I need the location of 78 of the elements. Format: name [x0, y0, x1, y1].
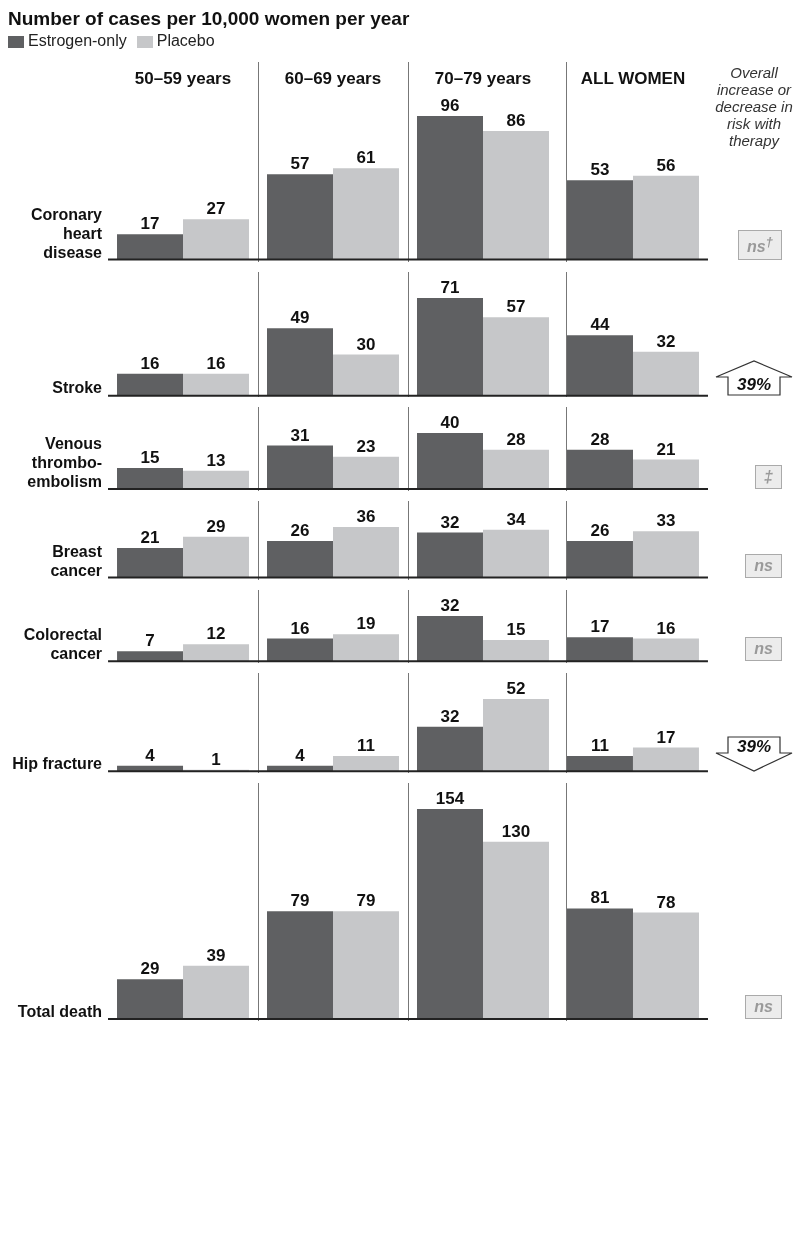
data-label: 36: [356, 507, 376, 527]
data-label: 28: [590, 430, 610, 450]
text: ns: [745, 637, 782, 662]
data-label: 29: [140, 959, 160, 979]
data-label: 81: [590, 888, 610, 908]
text: Overall increase or decrease in risk with therapy: [714, 64, 794, 149]
data-label: 34: [506, 510, 526, 530]
data-label: 12: [206, 624, 226, 644]
data-label: 32: [440, 706, 460, 726]
data-label: 154: [435, 789, 465, 809]
data-label: 17: [656, 727, 676, 747]
data-label: 11: [590, 736, 609, 756]
text: 39%: [736, 737, 772, 757]
data-label: 16: [206, 353, 226, 373]
data-label: 26: [590, 521, 610, 541]
data-label: 17: [590, 617, 610, 637]
legend-label: Estrogen-only: [28, 32, 127, 49]
data-label: 78: [656, 892, 676, 912]
data-label: 23: [356, 437, 376, 457]
data-label: 39: [206, 946, 226, 966]
data-label: 32: [440, 596, 460, 616]
data-label: 57: [506, 296, 526, 316]
data-label: 44: [590, 314, 610, 334]
data-label: 52: [506, 679, 526, 699]
text: ns: [745, 554, 782, 579]
text: 39%: [736, 375, 772, 395]
data-label: 28: [506, 430, 526, 450]
data-label: 17: [140, 214, 160, 234]
data-label: 4: [145, 745, 156, 765]
data-label: 4: [295, 745, 306, 765]
y-axis-title: Total death: [16, 1002, 102, 1022]
data-label: 56: [656, 155, 676, 175]
text: ns: [745, 995, 782, 1020]
data-label: 79: [290, 891, 310, 911]
data-label: 130: [501, 822, 531, 842]
data-label: 49: [290, 307, 310, 327]
data-label: 19: [356, 614, 376, 634]
data-label: 79: [356, 891, 376, 911]
data-label: 21: [656, 440, 676, 460]
x-tick-label: 70–79 years: [434, 69, 532, 88]
data-label: 26: [290, 521, 310, 541]
x-tick-label: ALL WOMEN: [580, 69, 686, 88]
data-label: 15: [506, 620, 526, 640]
y-axis-title: Hip fracture: [12, 754, 102, 774]
legend-label: Placebo: [156, 32, 215, 49]
chart-title: Number of cases per 10,000 women per year: [8, 8, 411, 30]
data-label: 29: [206, 517, 226, 537]
data-label: 11: [357, 736, 375, 756]
data-label: 40: [440, 413, 460, 433]
x-tick-label: 60–69 years: [284, 69, 382, 88]
data-label: 32: [440, 513, 460, 533]
data-label: 7: [145, 631, 155, 651]
data-label: 15: [140, 448, 160, 468]
data-label: 30: [356, 334, 376, 354]
data-label: 13: [206, 451, 226, 471]
y-axis-title: Breast cancer: [49, 542, 102, 581]
data-label: 27: [206, 199, 226, 219]
data-label: 31: [290, 426, 310, 446]
y-axis-title: Coronary heart disease: [29, 204, 102, 262]
text: ‡: [755, 465, 782, 490]
y-axis-title: Stroke: [51, 378, 102, 398]
data-label: 86: [506, 110, 526, 130]
data-label: 21: [140, 528, 160, 548]
data-label: 1: [211, 750, 221, 770]
y-axis-title: Venous thrombo-embolism: [26, 434, 102, 492]
data-label: 33: [656, 511, 676, 531]
data-label: 61: [356, 148, 376, 168]
data-label: 57: [290, 154, 310, 174]
x-tick-label: 50–59 years: [134, 69, 232, 88]
data-label: 96: [440, 96, 460, 115]
data-label: 16: [290, 618, 310, 638]
data-label: 16: [140, 353, 160, 373]
data-label: 32: [656, 331, 676, 351]
y-axis-title: Colorectal cancer: [22, 625, 102, 664]
data-label: 53: [590, 160, 610, 180]
data-label: 71: [440, 277, 460, 297]
text: ns$^{†}$: [737, 230, 782, 260]
data-label: 16: [656, 618, 676, 638]
